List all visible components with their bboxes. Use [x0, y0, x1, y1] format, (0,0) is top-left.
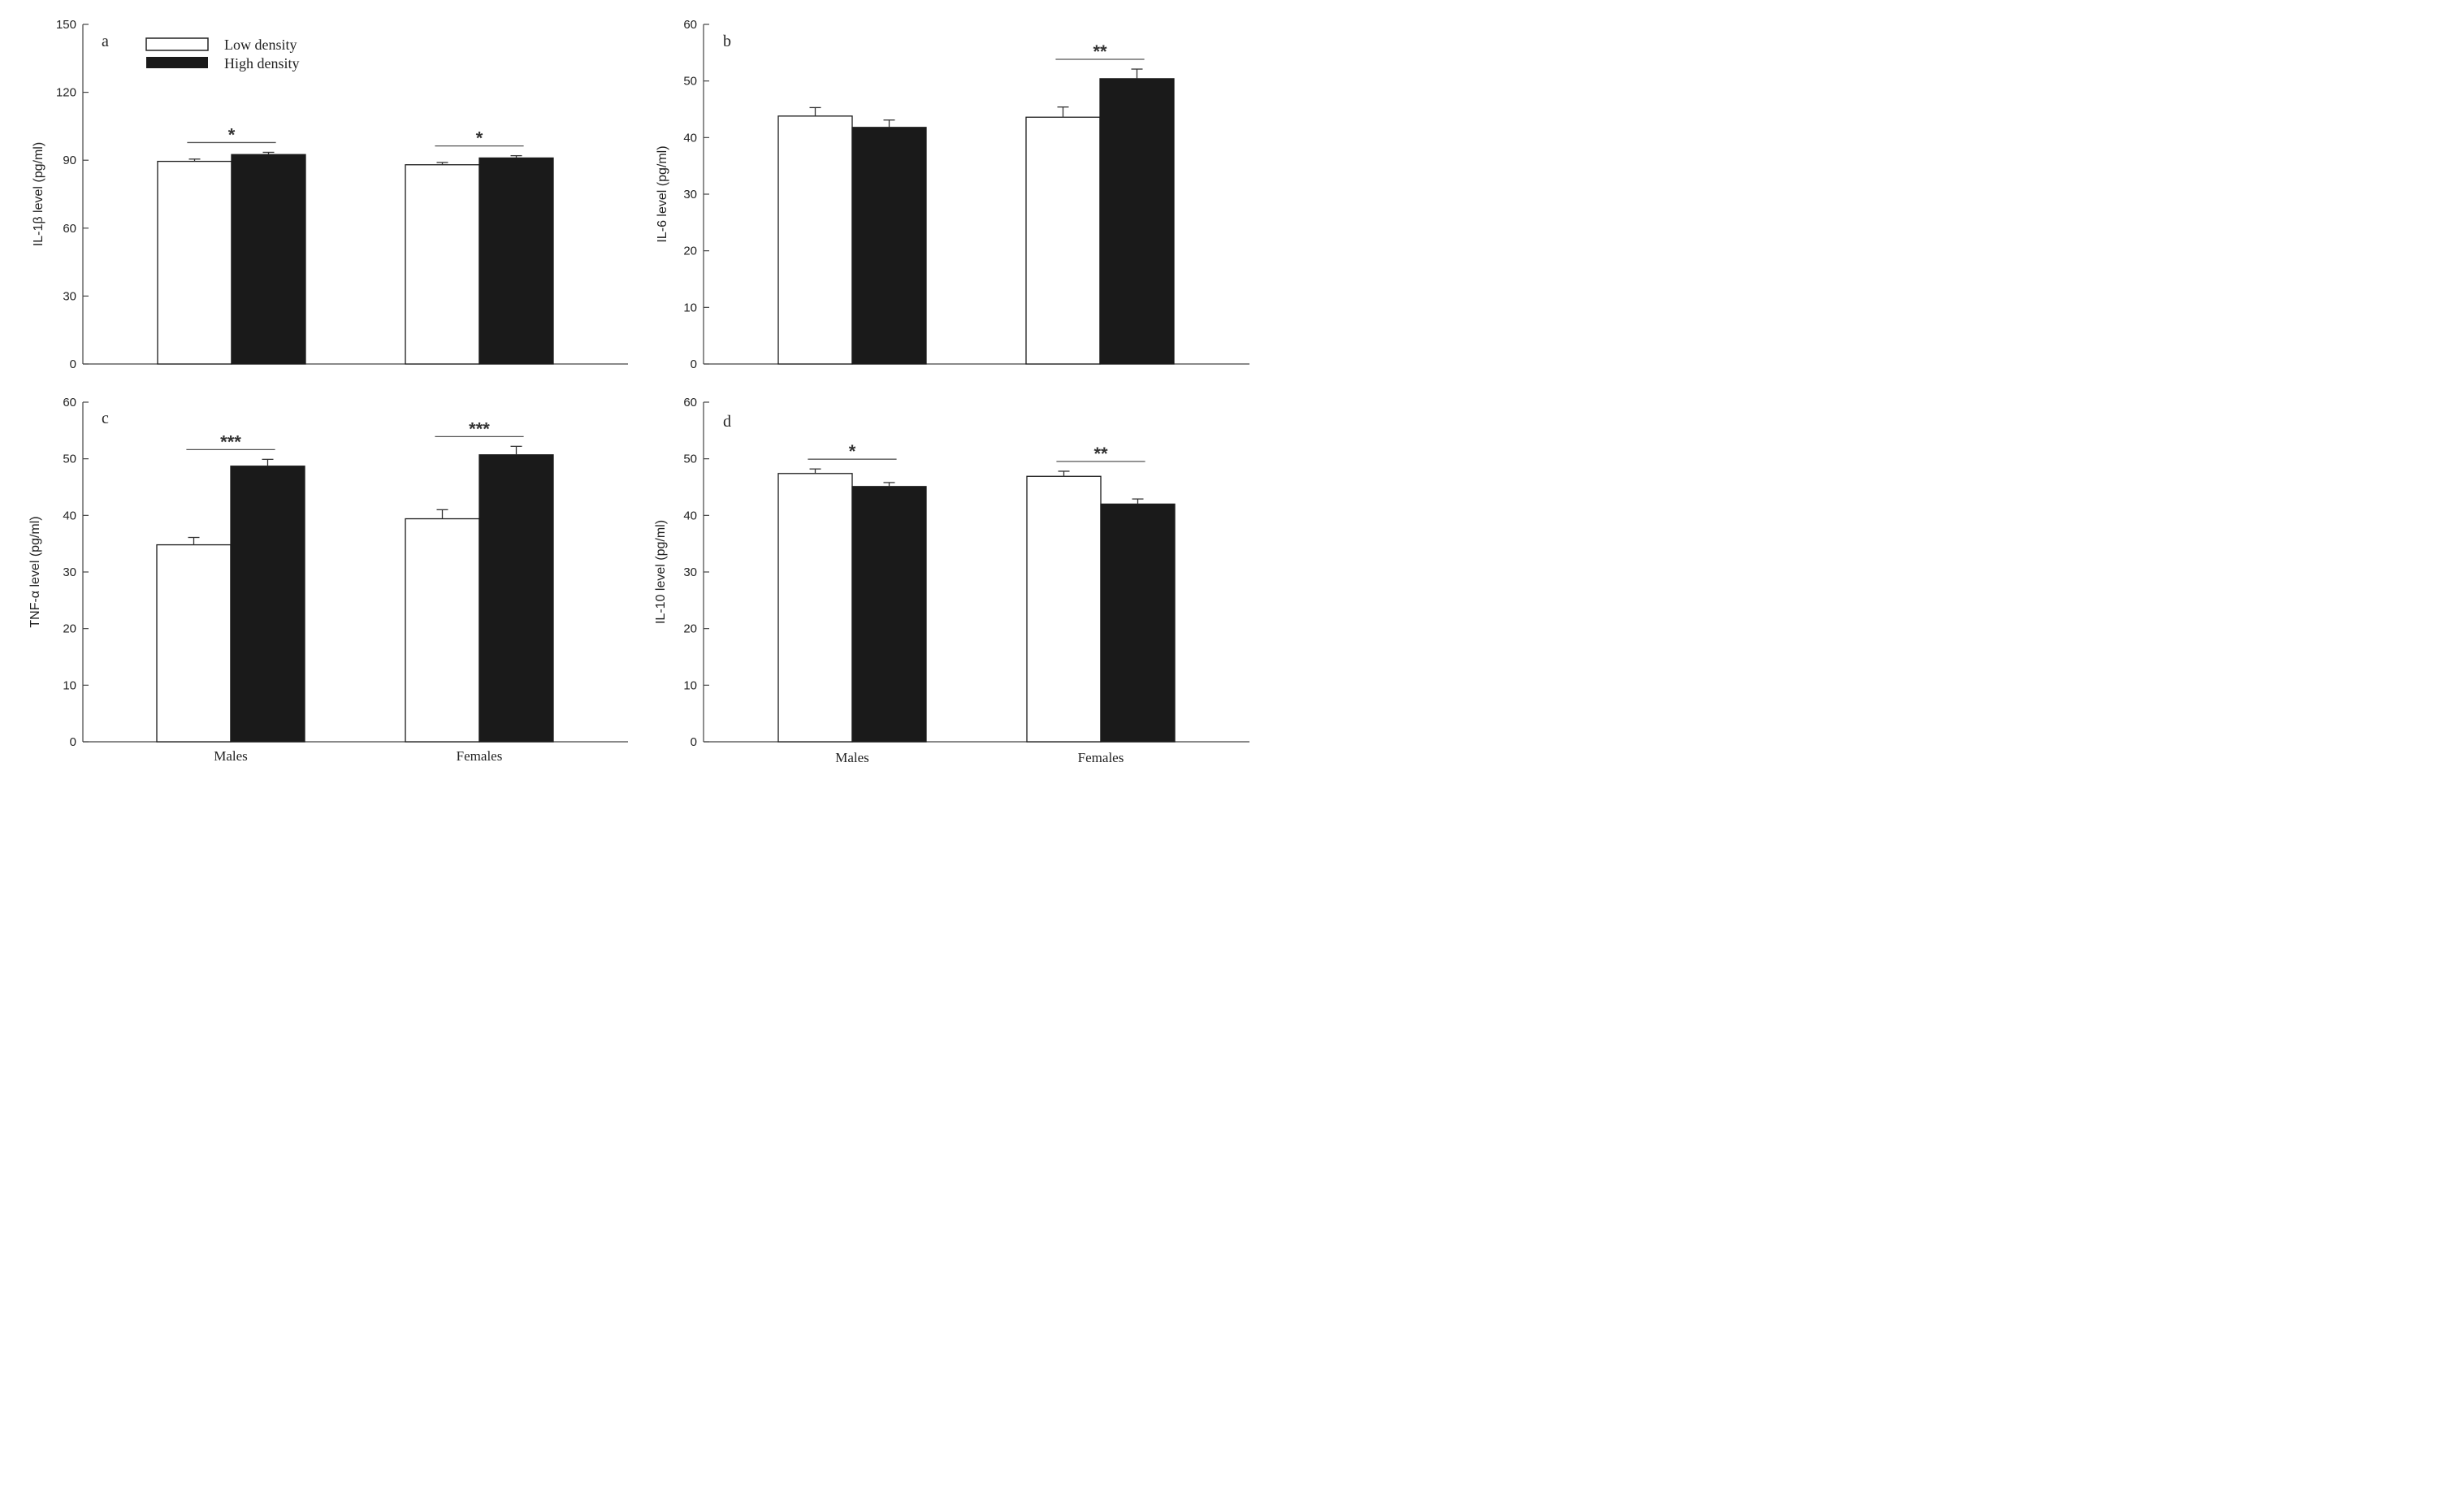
panel-b-y-tick-label-5: 50: [683, 75, 697, 89]
panel-d-bar-females-high: [1100, 503, 1176, 743]
panel-d-y-tick-label-5: 50: [683, 453, 697, 466]
panel-b-y-tick-label-6: 60: [683, 18, 697, 32]
panel-c-y-tick-label-0: 0: [70, 735, 76, 749]
panel-b-bar-males-high: [851, 127, 927, 365]
panel-c-sig-label-males: ***: [220, 431, 241, 452]
panel-a-sig-label-males: *: [228, 124, 236, 145]
panel-d-y-tick-label-0: 0: [691, 735, 697, 749]
legend: Low density High density: [145, 37, 300, 71]
panel-a-y-tick-label-4: 120: [56, 86, 76, 100]
panel-a-sig-label-females: *: [476, 128, 483, 149]
panel-b-bar-females-low: [1025, 116, 1101, 365]
panel-d-x-tick-label-females: Females: [1078, 750, 1124, 765]
panel-d-letter: d: [723, 413, 731, 431]
panel-b-y-tick-label-2: 20: [683, 245, 697, 258]
panel-c-x-tick-label-males: Males: [214, 748, 248, 764]
panel-b-bar-males-low: [777, 115, 853, 365]
panel-d-bar-males-high: [851, 486, 927, 743]
panel-b-marks: 0 10 20 30 40 50 60 **: [683, 18, 1249, 371]
panel-c: 0 10 20 30 40 50 60 *** Males *** Females c TNF-α …: [28, 396, 628, 764]
panel-d-y-tick-label-6: 60: [683, 396, 697, 409]
panel-b-y-tick-label-1: 10: [683, 301, 697, 314]
panel-a-y-tick-label-5: 150: [56, 18, 76, 32]
legend-swatch-high-density: [146, 57, 208, 68]
panel-d-marks: 0 10 20 30 40 50 60 * Males ** Females: [683, 396, 1249, 765]
panel-c-y-tick-label-4: 40: [63, 509, 76, 522]
panel-c-y-tick-label-5: 50: [63, 453, 76, 466]
panel-d: 0 10 20 30 40 50 60 * Males ** Females d IL-10 lev…: [654, 396, 1249, 765]
panel-a-bar-males-low: [157, 160, 232, 365]
legend-label-high-density: High density: [224, 55, 300, 71]
panel-c-y-tick-label-2: 20: [63, 622, 76, 636]
panel-a-marks: 0 30 60 90 120 150 * *: [56, 18, 628, 371]
panel-a-y-tick-label-2: 60: [63, 222, 76, 236]
panel-c-bar-females-high: [479, 454, 554, 743]
panel-a-bar-males-high: [231, 154, 306, 365]
panel-c-y-tick-label-6: 60: [63, 396, 76, 409]
panel-a-letter: a: [102, 32, 109, 50]
panel-c-y-tick-label-3: 30: [63, 565, 76, 579]
panel-c-letter: c: [102, 409, 109, 427]
panel-d-bar-females-low: [1026, 475, 1102, 743]
panel-b-y-tick-label-3: 30: [683, 188, 697, 201]
panel-b-y-tick-label-0: 0: [691, 357, 697, 371]
panel-c-bar-females-low: [405, 518, 480, 743]
panel-d-bar-males-low: [777, 473, 853, 743]
panel-b-y-tick-label-4: 40: [683, 131, 697, 145]
panel-a-y-tick-label-1: 30: [63, 289, 76, 303]
legend-swatch-low-density: [145, 37, 209, 51]
panel-b-bar-females-high: [1099, 78, 1175, 365]
panel-d-y-axis-label: IL-10 level (pg/ml): [654, 520, 668, 624]
panel-c-y-axis-label: TNF-α level (pg/ml): [28, 516, 42, 627]
panel-d-y-tick-label-2: 20: [683, 622, 697, 636]
panel-c-marks: 0 10 20 30 40 50 60 *** Males *** Females: [63, 396, 628, 764]
panel-c-bar-males-low: [156, 544, 232, 743]
panel-d-x-tick-label-males: Males: [835, 750, 869, 765]
panel-b: 0 10 20 30 40 50 60 ** b IL-6 level (pg/ml): [656, 18, 1249, 371]
panel-b-letter: b: [723, 32, 731, 50]
panel-d-sig-label-males: *: [849, 441, 856, 461]
panel-a-y-tick-label-0: 0: [70, 357, 76, 371]
panel-d-y-tick-label-1: 10: [683, 678, 697, 692]
panel-d-sig-label-females: **: [1093, 444, 1108, 464]
panel-a: 0 30 60 90 120 150 * * a IL-1β level (pg/ml) Lo…: [32, 18, 628, 371]
panel-b-y-axis-label: IL-6 level (pg/ml): [656, 145, 669, 242]
panel-d-y-tick-label-3: 30: [683, 565, 697, 579]
panel-a-bar-females-low: [405, 164, 480, 365]
panel-a-y-tick-label-3: 90: [63, 154, 76, 167]
panel-b-sig-label-females: **: [1093, 41, 1107, 62]
panel-d-y-tick-label-4: 40: [683, 509, 697, 522]
panel-c-y-tick-label-1: 10: [63, 678, 76, 692]
panel-c-sig-label-females: ***: [469, 418, 490, 439]
panel-c-x-tick-label-females: Females: [457, 748, 503, 764]
legend-label-low-density: Low density: [224, 37, 297, 53]
panel-c-bar-males-high: [230, 466, 305, 743]
panel-a-bar-females-high: [479, 157, 554, 365]
panel-a-y-axis-label: IL-1β level (pg/ml): [32, 142, 45, 246]
